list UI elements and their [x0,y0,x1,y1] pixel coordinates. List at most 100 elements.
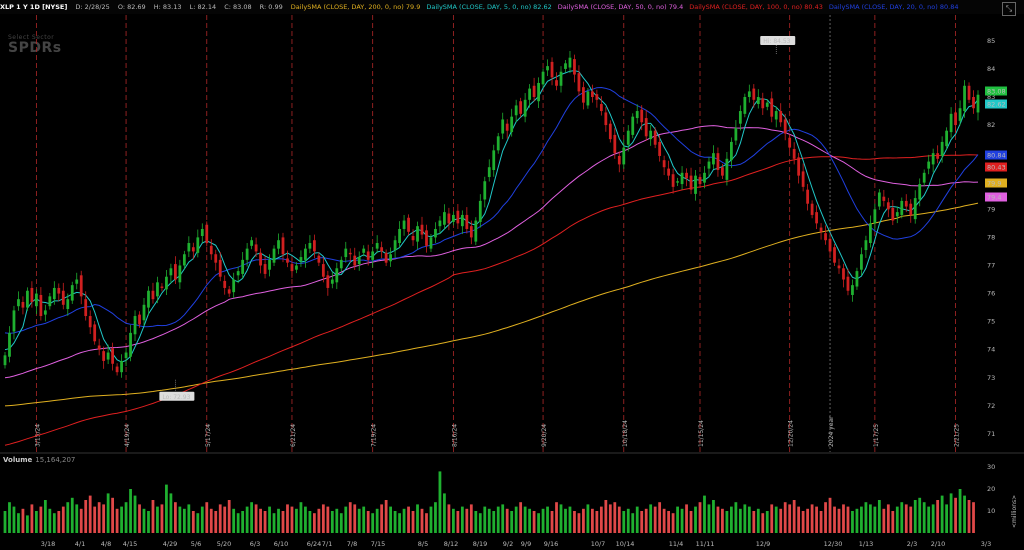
candle-body [891,207,895,221]
candle [151,282,155,304]
candle [644,110,648,141]
volume-bar [263,511,267,533]
candle [111,342,115,371]
candle [447,207,451,231]
candle-body [559,71,563,86]
volume-bar [868,504,872,533]
candle-body [344,248,348,258]
volume-bar [312,513,316,533]
price-tag-label: 79.9 [987,179,1001,187]
study-3[interactable]: DailySMA (CLOSE, DAY, 100, 0, no) 80.43 [689,3,823,11]
candle-body [214,254,218,263]
candle-body [304,248,307,260]
volume-bar [84,500,88,533]
study-0[interactable]: DailySMA (CLOSE, DAY, 200, 0, no) 79.9 [290,3,421,11]
volume-bar [743,504,747,533]
candle [205,221,209,247]
volume-bar [106,493,110,533]
volume-bar [945,504,949,533]
candle-body [698,177,702,185]
price-tick: 78 [987,233,995,241]
candle [102,346,106,369]
candle [573,54,576,83]
volume-bar [913,500,917,533]
volume-bar [227,500,231,533]
candle-body [111,348,115,364]
candle [263,256,267,279]
candle [541,68,545,88]
volume-bar [801,511,805,533]
volume-bar [680,508,684,533]
volume-bar [900,502,904,533]
candle-body [833,247,836,263]
candle [510,108,514,137]
candle [904,194,908,213]
volume-bar [348,502,352,533]
candle-body [97,345,101,350]
volume-bar [339,513,343,533]
candle-body [21,301,25,308]
candle [703,166,706,189]
volume-bar [582,508,585,533]
candle-body [160,286,164,288]
quote-open: O: 82.69 [117,3,146,11]
volume-bar [380,504,384,533]
candle-body [927,161,931,169]
volume-bar [501,504,505,533]
volume-bar [882,508,886,533]
volume-bar [286,504,289,533]
date-tick: 1/13 [859,540,874,548]
candle-body [393,240,397,251]
volume-bar [70,497,74,533]
candle [70,281,74,304]
volume-bar [523,506,527,533]
volume-unit: <millions> [1011,495,1018,528]
candle [218,252,222,282]
volume-bar [115,508,119,533]
price-tick: 75 [987,318,995,326]
volume-bar [909,506,913,533]
candle-body [608,123,612,140]
volume-bar [568,506,572,533]
candle-body [232,279,236,293]
candle-body [326,275,330,288]
candle-body [142,304,146,321]
volume-bar [120,506,123,533]
candle [317,252,321,267]
candle [478,194,482,228]
candle-body [277,240,280,249]
candle [528,84,532,108]
study-4[interactable]: DailySMA (CLOSE, DAY, 20, 0, no) 80.84 [828,3,959,11]
candle-body [626,130,630,145]
candle-body [537,82,540,102]
volume-bar [277,508,280,533]
candle-body [236,271,240,276]
candle [698,173,702,188]
candle [209,239,213,260]
quote-low: L: 82.14 [189,3,217,11]
candle [819,223,823,240]
candle [223,275,227,295]
study-2[interactable]: DailySMA (CLOSE, DAY, 50, 0, no) 79.4 [557,3,684,11]
candle [833,243,836,267]
candle [380,241,384,259]
candle [564,59,567,73]
price-tag-label: 83.08 [987,87,1006,95]
volume-bar [165,484,168,533]
candle [949,107,953,138]
symbol-label[interactable]: XLP 1 Y 1D [NYSE] [0,3,68,11]
candle-body [420,224,424,235]
expand-icon[interactable]: ⤡ [1002,2,1016,16]
volume-bar [218,504,222,533]
volume-bar [846,506,850,533]
candle-body [339,259,343,269]
candle-body [667,168,671,176]
candle [801,163,805,192]
volume-axis: 10 20 30 <millions> [987,463,1018,528]
price-chart[interactable]: 3/15/24 4/19/24 5/17/24 6/21/24 7/19/24 8/16/… [0,0,1024,452]
candle-body [877,192,881,207]
candle-body [156,282,159,297]
study-1[interactable]: DailySMA (CLOSE, DAY, 5, 0, no) 82.62 [426,3,552,11]
candle [165,269,168,295]
candle-body [550,61,554,78]
